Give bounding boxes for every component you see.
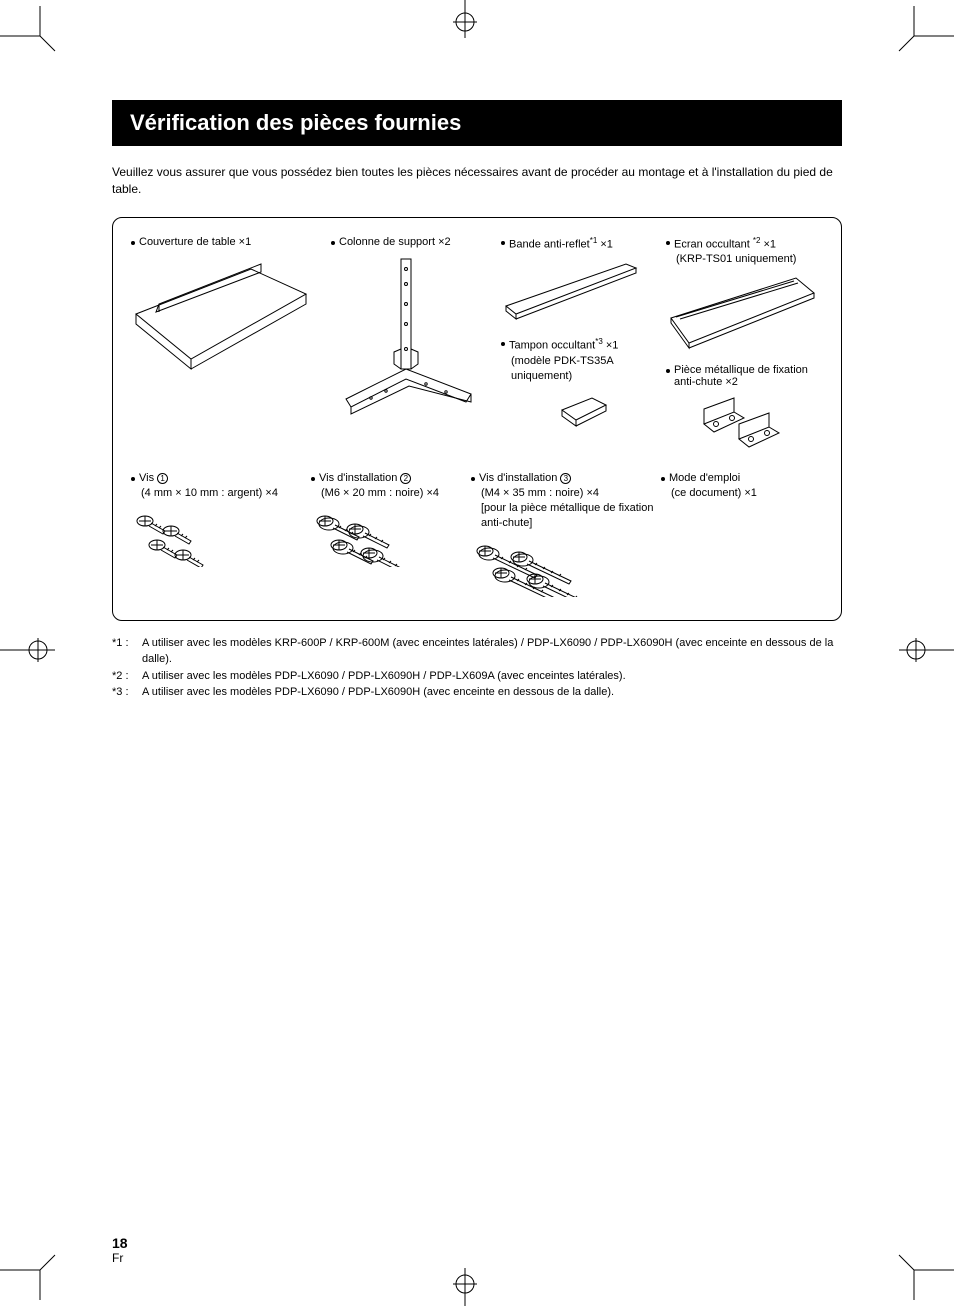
label: Vis d'installation 3 [479, 472, 571, 484]
label: Vis 1 [139, 472, 168, 484]
sublabel1: (M4 × 35 mm : noire) ×4 [481, 486, 661, 501]
sublabel: (ce document) ×1 [671, 486, 816, 501]
sublabel: (KRP-TS01 uniquement) [676, 252, 821, 267]
label: Pièce métallique de fixation anti-chute … [674, 364, 821, 388]
label: Colonne de support ×2 [339, 236, 451, 248]
part-table-cover: Couverture de table ×1 [131, 236, 331, 387]
footnote-2: *2 : A utiliser avec les modèles PDP-LX6… [112, 668, 842, 685]
part-manual: Mode d'emploi (ce document) ×1 [661, 472, 816, 501]
part-screw-3: Vis d'installation 3 (M4 × 35 mm : noire… [471, 472, 661, 600]
section-title: Vérification des pièces fournies [112, 100, 842, 146]
support-column-icon [331, 254, 481, 429]
part-antifall-bracket: Pièce métallique de fixation anti-chute … [666, 364, 821, 454]
page-number: 18Fr [112, 1235, 128, 1265]
part-blackout-pad: Tampon occultant*3 ×1 (modèle PDK-TS35A … [501, 337, 666, 429]
label: Vis d'installation 2 [319, 472, 411, 484]
label: Mode d'emploi [669, 472, 740, 484]
sublabel: (4 mm × 10 mm : argent) ×4 [141, 486, 311, 501]
footnote-1: *1 : A utiliser avec les modèles KRP-600… [112, 635, 842, 668]
antiglare-strip-icon [501, 256, 641, 326]
part-support-column: Colonne de support ×2 [331, 236, 501, 432]
sublabel: (M6 × 20 mm : noire) ×4 [321, 486, 471, 501]
part-screw-1: Vis 1 (4 mm × 10 mm : argent) ×4 [131, 472, 311, 570]
sublabel2: [pour la pièce métallique de fixation an… [481, 501, 661, 531]
footnote-3: *3 : A utiliser avec les modèles PDP-LX6… [112, 684, 842, 701]
label: Couverture de table ×1 [139, 236, 251, 248]
blackout-pad-icon [554, 390, 614, 430]
part-antiglare-strip: Bande anti-reflet*1 ×1 Tampon occultant*… [501, 236, 666, 430]
intro-text: Veuillez vous assurer que vous possédez … [112, 164, 842, 199]
antifall-bracket-icon [694, 394, 794, 454]
screw-medium-icon [311, 507, 431, 567]
sublabel: (modèle PDK-TS35A uniquement) [511, 354, 666, 384]
parts-box: Couverture de table ×1 Colonne de suppor [112, 217, 842, 621]
label: Bande anti-reflet*1 ×1 [509, 236, 613, 251]
blackout-panel-icon [666, 273, 816, 353]
screw-long-icon [471, 537, 611, 597]
label: Tampon occultant*3 ×1 [509, 337, 618, 352]
label: Ecran occultant *2 ×1 [674, 236, 776, 251]
footnotes: *1 : A utiliser avec les modèles KRP-600… [112, 635, 842, 701]
part-screw-2: Vis d'installation 2 (M6 × 20 mm : noire… [311, 472, 471, 570]
screw-short-icon [131, 507, 241, 567]
table-cover-icon [131, 254, 311, 384]
part-blackout-panel: Ecran occultant *2 ×1 (KRP-TS01 uniqueme… [666, 236, 821, 455]
